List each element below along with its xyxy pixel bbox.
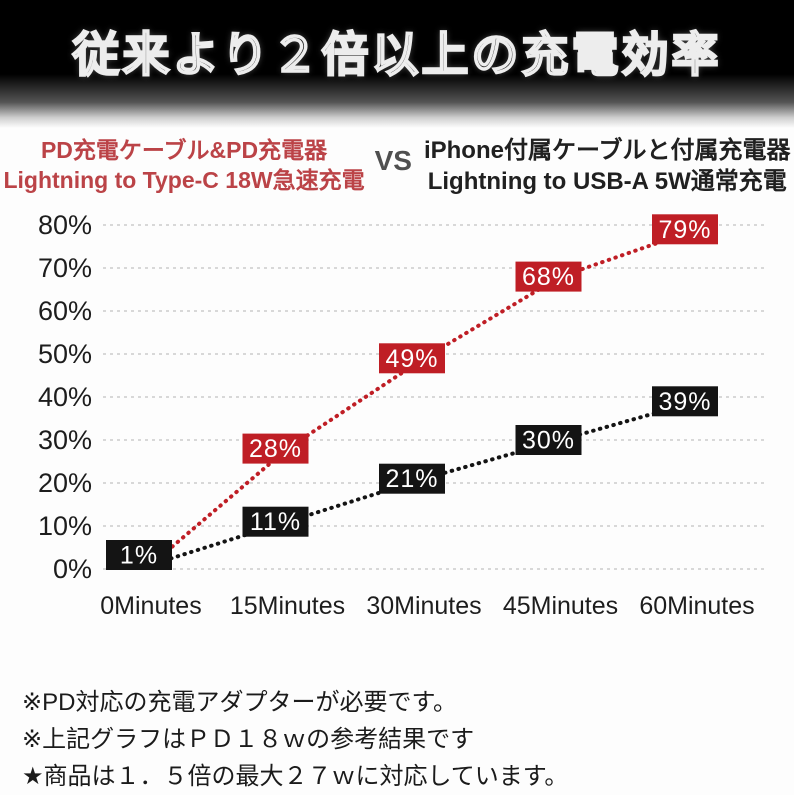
point-label-standard-charge: 21% [385,465,438,493]
point-label-standard-charge: 1% [120,542,158,570]
point-label-box-standard-charge [379,463,445,494]
comparison-header: PD充電ケーブル&PD充電器 Lightning to Type-C 18W急速… [0,128,794,202]
footnote-pd-adapter: ※PD対応の充電アダプターが必要です。 [22,689,458,716]
point-label-box-pd-fast-charge [515,261,582,292]
point-label-box-pd-fast-charge [379,343,445,374]
footnotes: ※PD対応の充電アダプターが必要です。 ※上記グラフはＰＤ１８ｗの参考結果です … [22,684,794,795]
y-tick-label: 10% [38,511,92,541]
standard-header-line1: iPhone付属ケーブルと付属充電器 [423,137,791,164]
pd-header-line2: Lightning to Type-C 18W急速充電 [3,167,365,193]
point-label-pd-fast-charge: 79% [658,216,711,244]
standard-charging-header: iPhone付属ケーブルと付属充電器 Lightning to USB-A 5W… [424,135,791,197]
pd-header-line1: PD充電ケーブル&PD充電器 [40,137,328,163]
point-label-pd-fast-charge: 68% [522,263,575,291]
footnote-product-wattage: ★商品は１．５倍の最大２７ｗに対応しています。 [22,763,569,790]
y-tick-label: 60% [38,296,92,326]
y-tick-label: 50% [38,339,92,369]
point-label-standard-charge: 39% [658,388,711,416]
x-tick-label: 30Minutes [366,592,481,620]
x-tick-label: 15Minutes [230,592,345,620]
x-tick-label: 60Minutes [639,592,754,620]
point-label-pd-fast-charge: 28% [249,435,302,463]
y-tick-label: 80% [38,210,92,240]
y-tick-label: 40% [38,382,92,412]
point-label-box-pd-fast-charge [242,433,309,464]
y-tick-label: 30% [38,425,92,455]
charging-efficiency-line-chart: 0% 10% 20% 30% 40% 50% 60% 70% 80% 28% 49% 68% 79% 1%… [38,210,766,620]
point-label-box-pd-fast-charge [652,214,718,245]
top-banner: 従来より２倍以上の充電効率 [0,0,794,128]
footnote-graph-reference: ※上記グラフはＰＤ１８ｗの参考結果です [22,726,475,753]
y-tick-label: 0% [53,554,92,584]
y-tick-label: 70% [38,253,92,283]
banner-title: 従来より２倍以上の充電効率 [71,27,722,84]
point-label-box-standard-charge [652,386,718,417]
point-label-standard-charge: 11% [250,508,301,536]
point-label-box-standard-charge [515,425,582,455]
vs-label: VS [374,145,412,176]
x-tick-label: 45Minutes [503,592,618,620]
standard-header-line2: Lightning to USB-A 5W通常充電 [427,168,787,195]
pd-charging-header: PD充電ケーブル&PD充電器 Lightning to Type-C 18W急速… [3,135,364,195]
point-label-box-standard-charge [242,506,309,537]
point-label-pd-fast-charge: 49% [385,345,438,373]
point-label-box-standard-charge [106,540,172,570]
y-tick-label: 20% [38,468,92,498]
x-tick-label: 0Minutes [100,592,201,620]
point-label-standard-charge: 30% [522,427,575,455]
